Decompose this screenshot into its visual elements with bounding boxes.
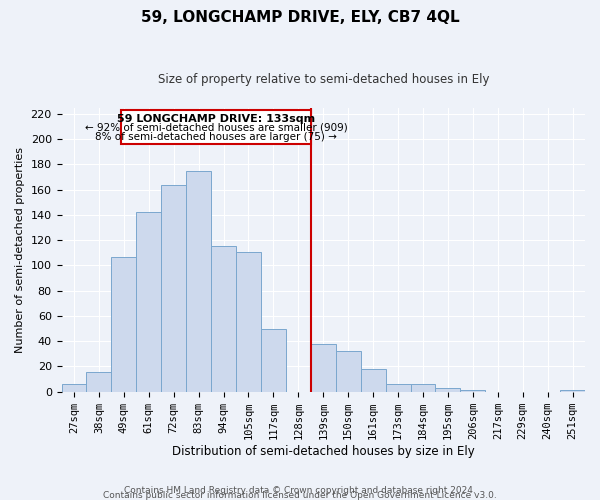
Bar [86,372,112,392]
Text: 8% of semi-detached houses are larger (75) →: 8% of semi-detached houses are larger (7… [95,132,337,141]
Text: ← 92% of semi-detached houses are smaller (909): ← 92% of semi-detached houses are smalle… [85,122,347,132]
Bar [410,384,436,392]
Bar [361,369,386,392]
FancyBboxPatch shape [121,110,311,144]
X-axis label: Distribution of semi-detached houses by size in Ely: Distribution of semi-detached houses by … [172,444,475,458]
Bar [236,252,261,392]
Bar [112,256,136,392]
Y-axis label: Number of semi-detached properties: Number of semi-detached properties [15,146,25,352]
Bar [161,184,186,392]
Bar [386,384,410,392]
Bar [560,390,585,392]
Bar [336,352,361,392]
Text: 59 LONGCHAMP DRIVE: 133sqm: 59 LONGCHAMP DRIVE: 133sqm [117,114,315,124]
Bar [436,388,460,392]
Text: 59, LONGCHAMP DRIVE, ELY, CB7 4QL: 59, LONGCHAMP DRIVE, ELY, CB7 4QL [140,10,460,25]
Bar [211,246,236,392]
Bar [460,390,485,392]
Bar [311,344,336,392]
Bar [62,384,86,392]
Title: Size of property relative to semi-detached houses in Ely: Size of property relative to semi-detach… [158,72,489,86]
Bar [261,328,286,392]
Text: Contains HM Land Registry data © Crown copyright and database right 2024.: Contains HM Land Registry data © Crown c… [124,486,476,495]
Bar [136,212,161,392]
Text: Contains public sector information licensed under the Open Government Licence v3: Contains public sector information licen… [103,490,497,500]
Bar [186,170,211,392]
